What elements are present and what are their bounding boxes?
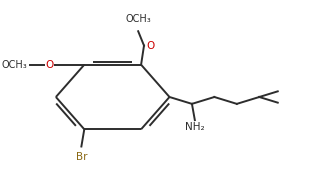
Text: OCH₃: OCH₃ (2, 60, 27, 70)
Text: OCH₃: OCH₃ (125, 14, 151, 24)
Text: O: O (146, 41, 155, 51)
Text: NH₂: NH₂ (185, 122, 205, 133)
Text: Br: Br (76, 152, 87, 162)
Text: O: O (45, 60, 54, 70)
